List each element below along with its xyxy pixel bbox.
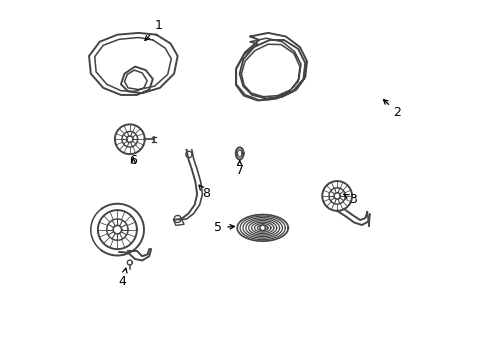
Text: 5: 5 bbox=[215, 221, 234, 234]
Text: 3: 3 bbox=[344, 193, 357, 206]
Text: 6: 6 bbox=[129, 154, 137, 167]
Text: 2: 2 bbox=[384, 100, 401, 119]
Text: 8: 8 bbox=[199, 185, 210, 200]
Text: 1: 1 bbox=[145, 19, 162, 40]
Text: 7: 7 bbox=[236, 161, 244, 176]
Text: 4: 4 bbox=[119, 268, 127, 288]
